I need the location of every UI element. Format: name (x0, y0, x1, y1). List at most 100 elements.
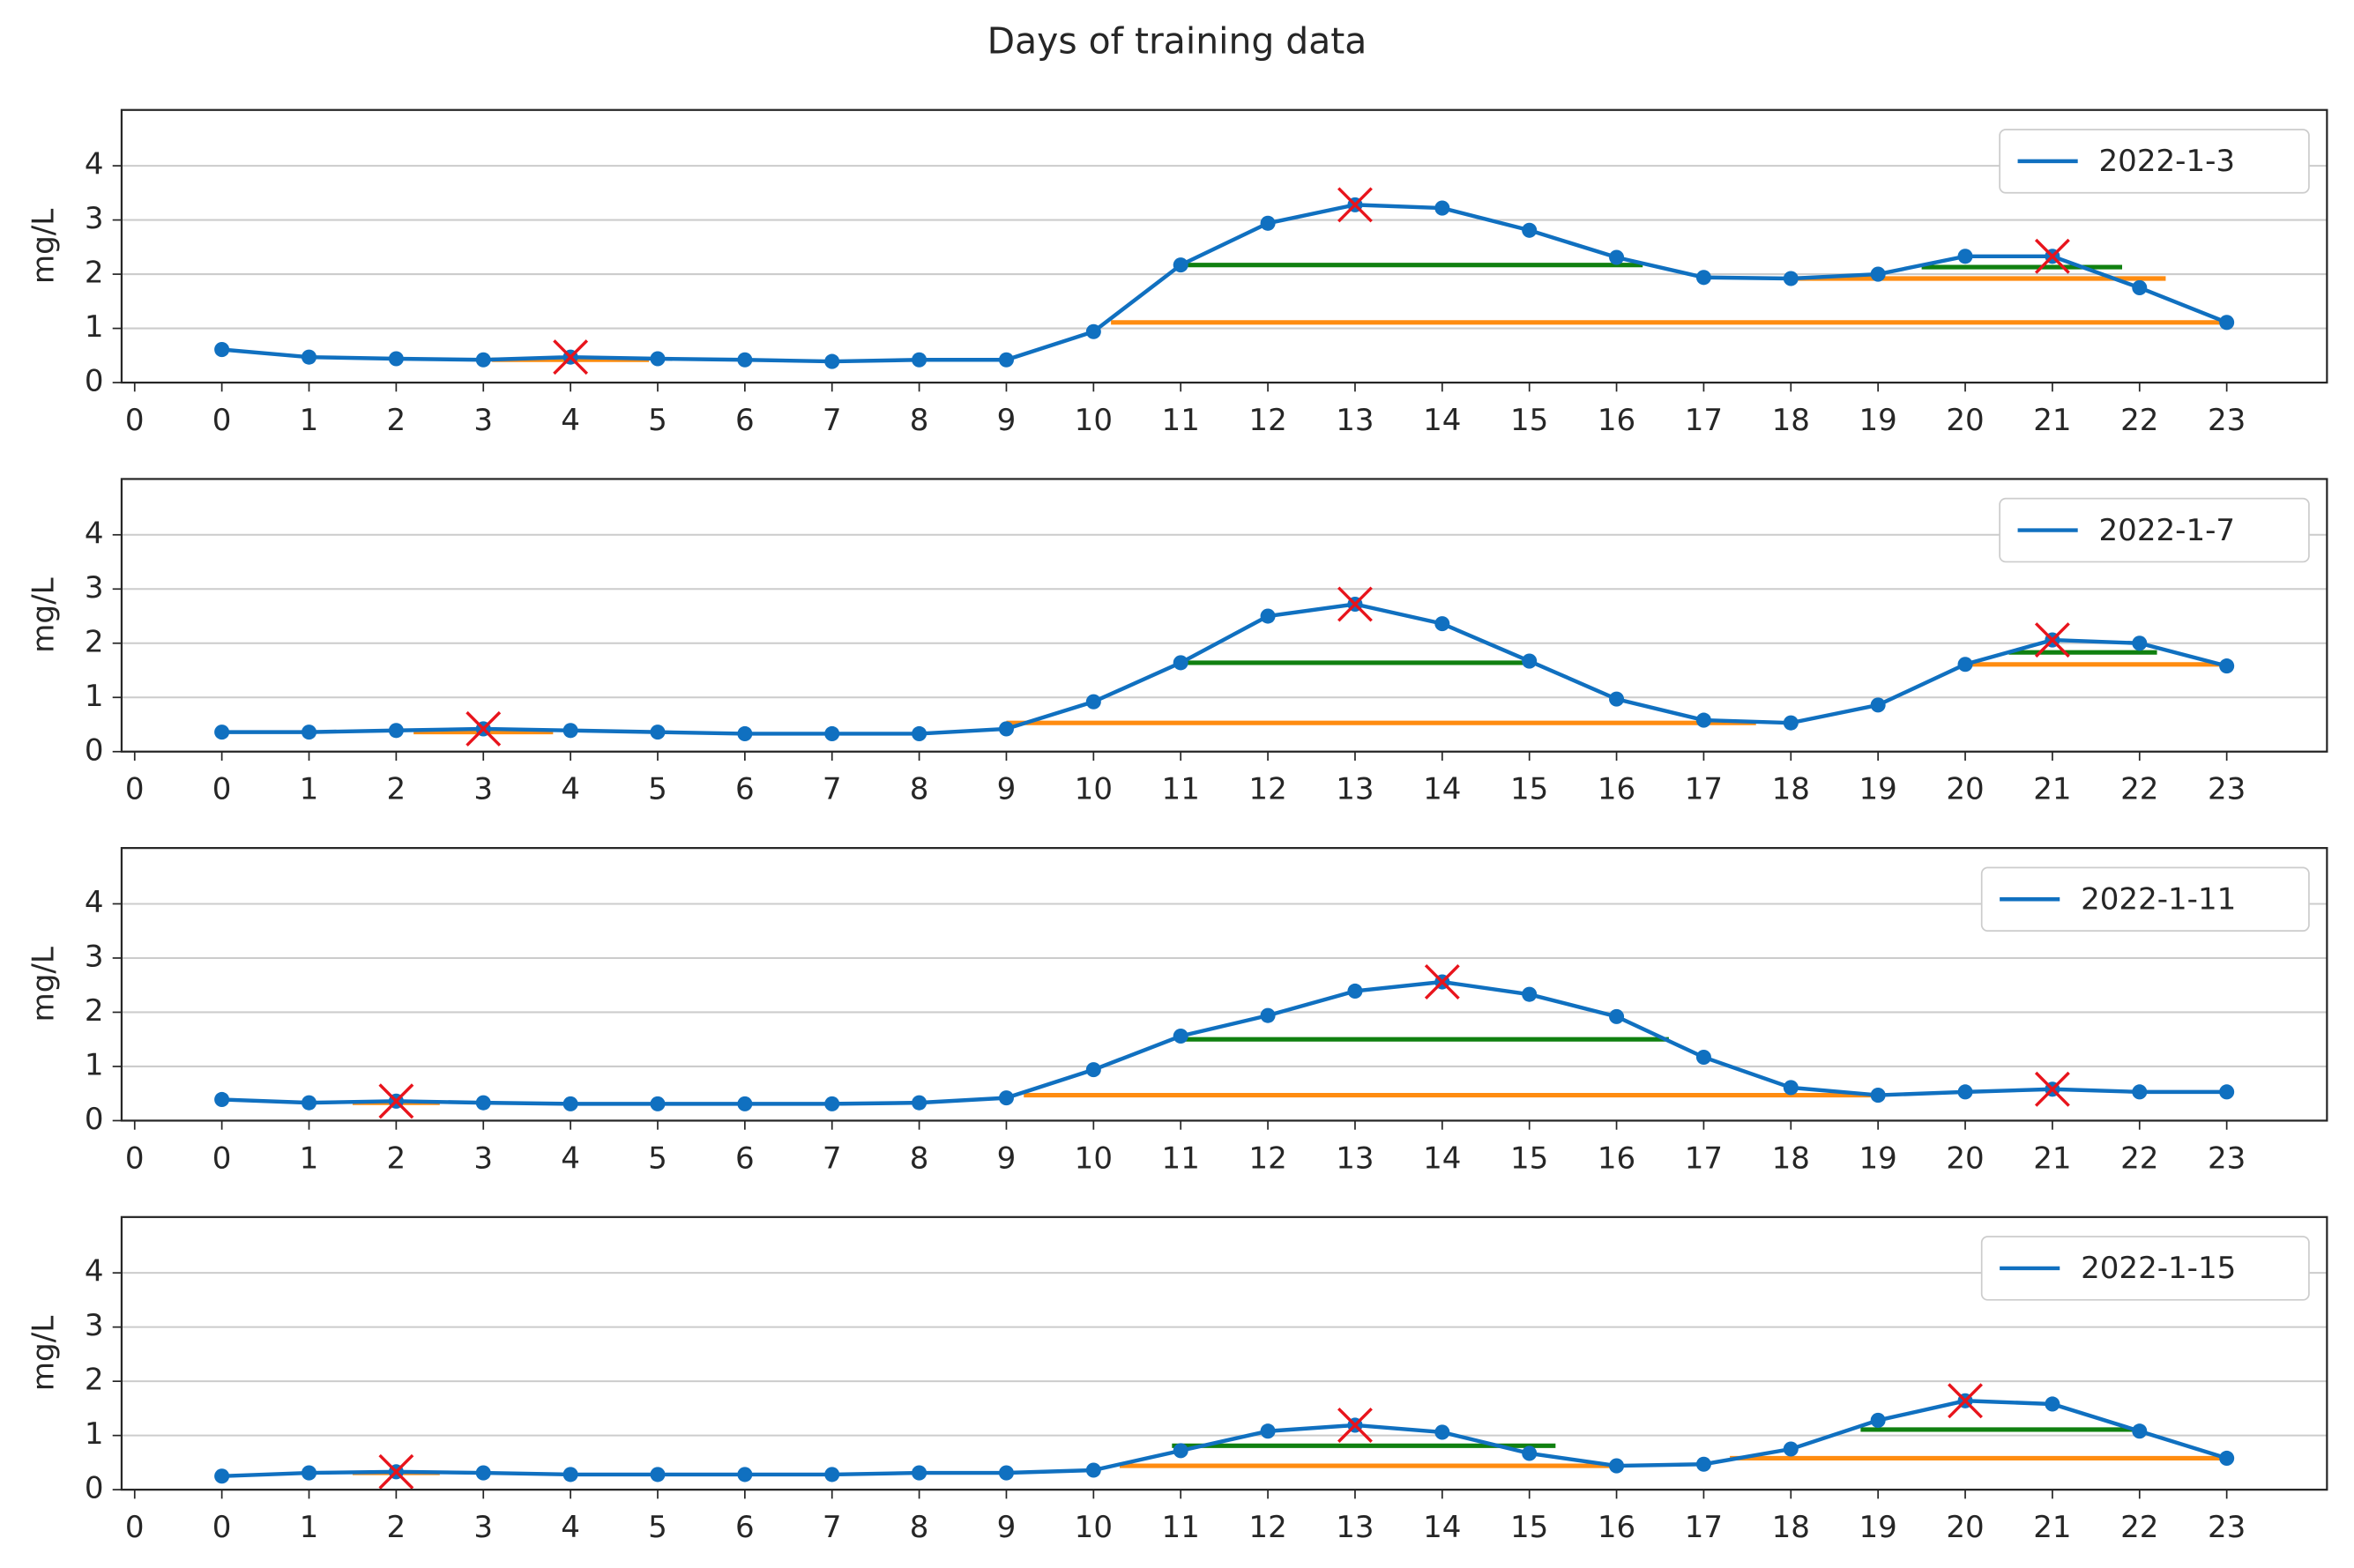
y-tick-label: 3 (85, 939, 104, 974)
data-point (2132, 1423, 2148, 1439)
data-point (475, 1465, 491, 1481)
x-tick-label: 0 (212, 1510, 232, 1545)
x-tick-label: 17 (1685, 772, 1723, 807)
data-point (824, 1096, 840, 1111)
x-tick-label: 19 (1859, 1141, 1897, 1176)
data-point (998, 1465, 1014, 1481)
data-point (388, 351, 404, 367)
x-tick-label: 6 (735, 403, 755, 438)
data-point (1695, 1456, 1711, 1472)
y-tick-label: 4 (85, 516, 104, 551)
x-tick-label: 5 (648, 403, 667, 438)
legend-label: 2022-1-3 (2099, 144, 2236, 179)
data-point (1434, 616, 1450, 632)
data-point (912, 1095, 927, 1111)
y-tick-label: 4 (85, 885, 104, 920)
data-point (998, 721, 1014, 737)
data-point (1609, 1458, 1625, 1474)
data-point (1347, 983, 1363, 1000)
x-tick-label: 13 (1336, 772, 1374, 807)
x-tick-label: 5 (648, 1510, 667, 1545)
x-tick-label: 1 (300, 403, 319, 438)
x-tick-label: 2 (387, 1141, 406, 1176)
peak-marker (2034, 1071, 2070, 1107)
x-tick-label: 16 (1598, 403, 1635, 438)
data-point (2219, 1450, 2235, 1467)
x-tick-label: 21 (2033, 1510, 2071, 1545)
x-tick-label: 6 (735, 772, 755, 807)
x-tick-label: 15 (1510, 1141, 1548, 1176)
data-point (912, 725, 927, 742)
data-point (737, 1096, 753, 1111)
legend-box (1999, 497, 2310, 563)
x-tick-label: 14 (1423, 772, 1461, 807)
y-tick-label: 2 (85, 993, 104, 1029)
data-point (650, 725, 666, 740)
x-tick-label: 18 (1772, 1510, 1810, 1545)
data-point (912, 352, 927, 368)
x-tick-label: 12 (1248, 772, 1286, 807)
peak-marker (2034, 238, 2070, 274)
y-tick-label: 2 (85, 624, 104, 659)
data-point (1260, 1423, 1276, 1439)
x-tick-label: 2 (387, 1510, 406, 1545)
data-point (998, 352, 1014, 368)
x-tick-label: 7 (823, 403, 842, 438)
x-tick-label: 15 (1510, 1510, 1548, 1545)
data-point (301, 1465, 317, 1481)
data-point (824, 353, 840, 369)
x-tick-label: 9 (997, 1141, 1017, 1176)
x-tick-label: 17 (1685, 1141, 1723, 1176)
x-tick-label: 23 (2208, 1510, 2246, 1545)
x-tick-label: 4 (561, 1510, 580, 1545)
data-point (1695, 1049, 1711, 1066)
legend-label: 2022-1-15 (2081, 1251, 2236, 1286)
data-point (1870, 1412, 1886, 1428)
y-tick-label: 1 (85, 1416, 104, 1452)
x-tick-label: 21 (2033, 403, 2071, 438)
y-tick-label: 4 (85, 1254, 104, 1289)
data-point (1173, 655, 1188, 671)
x-tick-label: 3 (473, 403, 493, 438)
y-tick-label: 0 (85, 1471, 104, 1506)
x-tick-label: 12 (1248, 1141, 1286, 1176)
x-tick-label: 21 (2033, 772, 2071, 807)
data-point (388, 723, 404, 739)
peak-marker (466, 710, 502, 747)
x-tick-label: 9 (997, 403, 1017, 438)
data-point (1085, 1462, 1101, 1478)
data-point (998, 1090, 1014, 1106)
data-point (737, 725, 753, 742)
x-tick-label: 14 (1423, 1141, 1461, 1176)
y-axis-label: mg/L (26, 209, 62, 285)
legend-box (1980, 866, 2310, 932)
data-point (1522, 222, 1538, 238)
data-point (737, 352, 753, 368)
data-point (301, 725, 317, 740)
data-point (1870, 697, 1886, 713)
x-tick-label: 16 (1598, 772, 1635, 807)
x-tick-label: 13 (1336, 403, 1374, 438)
x-tick-label: 0 (212, 1141, 232, 1176)
y-tick-label: 0 (85, 364, 104, 399)
data-point (2219, 315, 2235, 331)
x-tick-label: 10 (1075, 1510, 1113, 1545)
x-tick-label: 15 (1510, 772, 1548, 807)
x-tick-label: 11 (1162, 403, 1200, 438)
data-point (1173, 1443, 1188, 1459)
data-point (301, 1095, 317, 1111)
data-point (301, 349, 317, 365)
data-point (824, 1467, 840, 1483)
x-tick-label: 19 (1859, 1510, 1897, 1545)
y-tick-label: 3 (85, 570, 104, 606)
data-point (214, 1091, 230, 1108)
x-tick-label: 10 (1075, 403, 1113, 438)
x-tick-label: 6 (735, 1510, 755, 1545)
data-point (1260, 215, 1276, 231)
data-point (2132, 635, 2148, 651)
y-tick-label: 1 (85, 679, 104, 714)
x-tick-label: 3 (473, 772, 493, 807)
data-point (2219, 658, 2235, 674)
series-line (221, 979, 2227, 1106)
